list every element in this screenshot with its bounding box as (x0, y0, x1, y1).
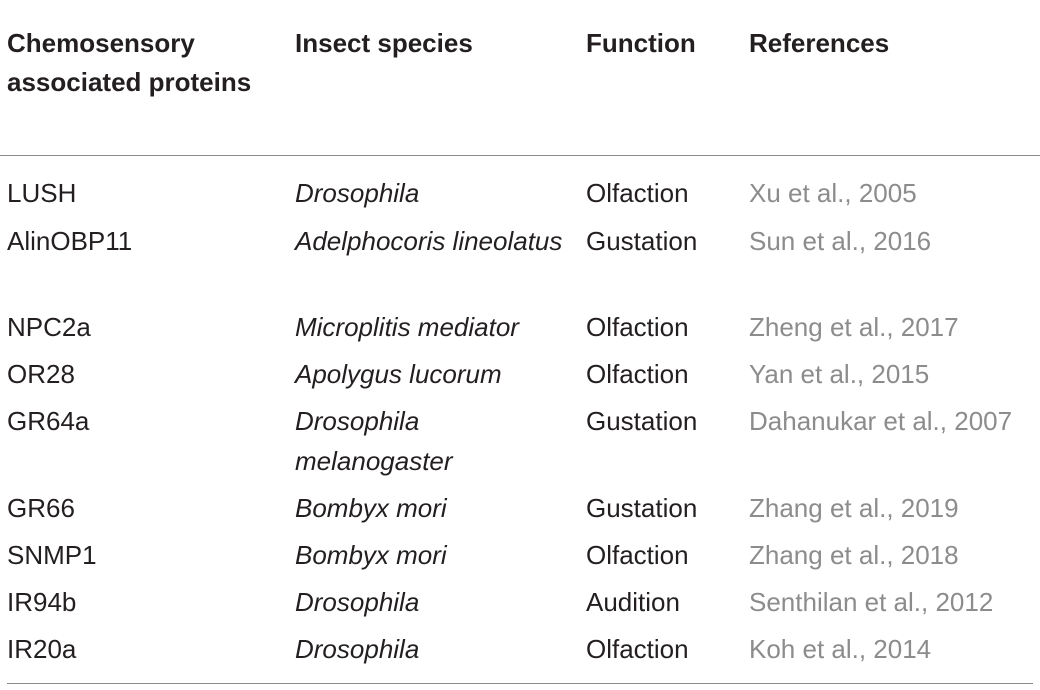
protein-cell: SNMP1 (7, 540, 97, 570)
function-cell: Gustation (586, 226, 698, 256)
function-cell: Gustation (586, 493, 698, 523)
protein-cell: GR66 (7, 493, 75, 523)
species-cell: Bombyx mori (295, 493, 447, 523)
header-species: Insect species (295, 28, 473, 58)
table-row: NPC2a Microplitis mediator Olfaction Zhe… (0, 307, 1040, 354)
species-cell: Drosophila (295, 178, 420, 208)
species-cell: Adelphocoris lineolatus (295, 226, 563, 256)
header-proteins: Chemosensory associated proteins (7, 28, 252, 97)
species-cell: Bombyx mori (295, 540, 447, 570)
table-row: SNMP1 Bombyx mori Olfaction Zhang et al.… (0, 535, 1040, 582)
protein-table: Chemosensory associated proteins Insect … (0, 0, 1040, 676)
table-row: GR66 Bombyx mori Gustation Zhang et al.,… (0, 488, 1040, 535)
species-cell: Drosophila melanogaster (295, 406, 453, 476)
protein-cell: AlinOBP11 (7, 226, 133, 256)
protein-cell: IR20a (7, 634, 77, 664)
reference-cell: Senthilan et al., 2012 (749, 587, 994, 617)
reference-cell: Zhang et al., 2018 (749, 540, 959, 570)
table-row: GR64a Drosophila melanogaster Gustation … (0, 401, 1040, 488)
protein-cell: NPC2a (7, 312, 91, 342)
header-references: References (749, 28, 890, 58)
function-cell: Audition (586, 587, 680, 617)
reference-cell: Yan et al., 2015 (749, 359, 930, 389)
reference-cell: Xu et al., 2005 (749, 178, 917, 208)
function-cell: Olfaction (586, 540, 689, 570)
reference-cell: Zheng et al., 2017 (749, 312, 959, 342)
reference-cell: Koh et al., 2014 (749, 634, 932, 664)
table-row: LUSH Drosophila Olfaction Xu et al., 200… (0, 173, 1040, 221)
function-cell: Gustation (586, 406, 698, 436)
table-row: OR28 Apolygus lucorum Olfaction Yan et a… (0, 354, 1040, 401)
function-cell: Olfaction (586, 359, 689, 389)
table-row: AlinOBP11 Adelphocoris lineolatus Gustat… (0, 221, 1040, 307)
species-cell: Apolygus lucorum (295, 359, 502, 389)
table-row: IR94b Drosophila Audition Senthilan et a… (0, 582, 1040, 629)
table-header: Chemosensory associated proteins Insect … (0, 0, 1040, 156)
reference-cell: Sun et al., 2016 (749, 226, 932, 256)
protein-cell: GR64a (7, 406, 90, 436)
function-cell: Olfaction (586, 634, 689, 664)
function-cell: Olfaction (586, 178, 689, 208)
bottom-rule (7, 683, 1033, 684)
protein-cell: OR28 (7, 359, 75, 389)
protein-cell: IR94b (7, 587, 77, 617)
function-cell: Olfaction (586, 312, 689, 342)
header-function: Function (586, 28, 696, 58)
table-row: IR20a Drosophila Olfaction Koh et al., 2… (0, 629, 1040, 676)
reference-cell: Dahanukar et al., 2007 (749, 406, 1013, 436)
protein-cell: LUSH (7, 178, 77, 208)
species-cell: Drosophila (295, 587, 420, 617)
reference-cell: Zhang et al., 2019 (749, 493, 959, 523)
species-cell: Microplitis mediator (295, 312, 519, 342)
species-cell: Drosophila (295, 634, 420, 664)
